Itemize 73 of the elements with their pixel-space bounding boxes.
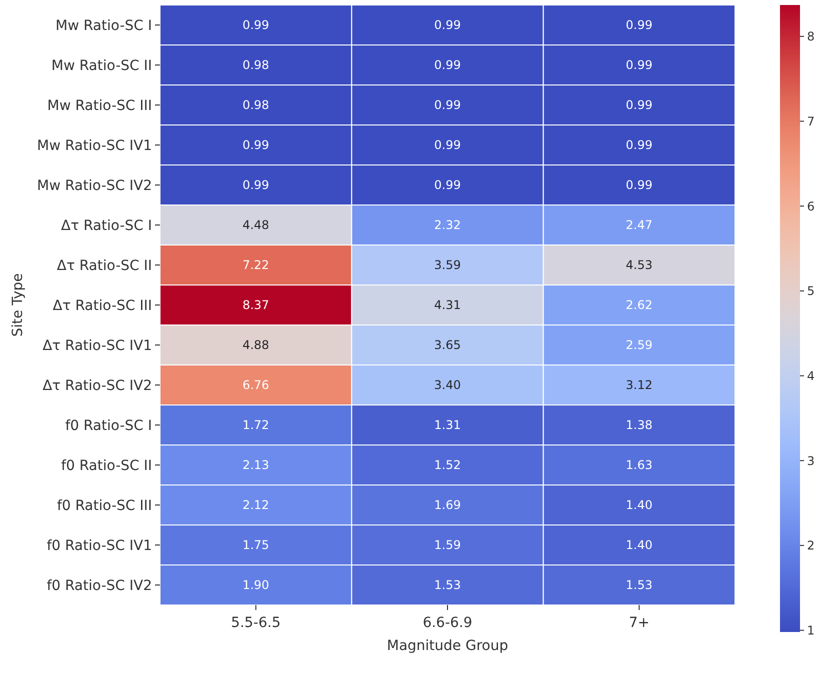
data-label: 1.53 [626, 578, 653, 592]
y-tick-label: f0 Ratio-SC IV2 [46, 578, 152, 594]
data-label: 0.98 [242, 58, 270, 72]
data-label: 0.99 [434, 178, 461, 192]
data-label: 0.99 [434, 58, 461, 72]
x-tick-label: 7+ [628, 615, 650, 631]
y-tick-label: Mw Ratio-SC II [51, 58, 152, 74]
y-tick-label: f0 Ratio-SC I [65, 418, 152, 434]
data-label: 2.47 [626, 218, 653, 232]
data-label: 3.65 [434, 338, 461, 352]
y-axis-title: Site Type [10, 273, 26, 337]
data-label: 4.88 [242, 338, 270, 352]
data-label: 1.69 [434, 498, 461, 512]
x-axis-title: Magnitude Group [386, 638, 508, 654]
color-bar-label: 1 [807, 624, 815, 638]
data-label: 1.75 [242, 538, 270, 552]
data-label: 1.90 [242, 578, 270, 592]
color-bar-label: 5 [807, 284, 815, 298]
y-tick-label: Mw Ratio-SC IV2 [37, 178, 152, 194]
data-label: 0.99 [242, 18, 270, 32]
data-label: 1.52 [434, 458, 461, 472]
y-tick-label: Mw Ratio-SC I [56, 18, 152, 34]
data-label: 0.99 [434, 138, 461, 152]
data-label: 3.40 [434, 378, 461, 392]
y-tick-label: f0 Ratio-SC II [61, 458, 152, 474]
y-tick-label: Δτ Ratio-SC II [56, 258, 152, 274]
data-label: 0.99 [434, 18, 461, 32]
data-label: 0.99 [626, 178, 653, 192]
data-label: 7.22 [242, 258, 270, 272]
data-label: 2.62 [626, 298, 653, 312]
y-tick-label: Δτ Ratio-SC IV2 [42, 378, 152, 394]
data-label: 0.99 [626, 18, 653, 32]
y-tick-label: Mw Ratio-SC III [47, 98, 152, 114]
x-tick-label: 5.5-6.5 [231, 615, 281, 631]
data-label: 0.99 [626, 98, 653, 112]
data-label: 1.59 [434, 538, 461, 552]
color-bar-label: 7 [807, 114, 815, 128]
color-bar-label: 3 [807, 454, 815, 468]
data-label: 1.31 [434, 418, 461, 432]
data-label: 0.99 [626, 58, 653, 72]
y-tick-label: Δτ Ratio-SC III [52, 298, 152, 314]
data-label: 3.59 [434, 258, 461, 272]
y-tick-label: Mw Ratio-SC IV1 [37, 138, 152, 154]
color-bar-label: 8 [807, 30, 815, 44]
data-label: 4.48 [242, 218, 270, 232]
data-label: 4.53 [626, 258, 653, 272]
color-bar-label: 2 [807, 538, 815, 553]
data-label: 1.38 [626, 418, 653, 432]
data-label: 0.99 [626, 138, 653, 152]
y-tick-label: Δτ Ratio-SC I [61, 218, 152, 234]
data-label: 0.99 [434, 98, 461, 112]
data-label: 1.40 [626, 498, 653, 512]
data-label: 0.98 [242, 98, 270, 112]
data-label: 0.99 [242, 178, 270, 192]
color-bar-label: 6 [807, 199, 815, 214]
data-label: 6.76 [242, 378, 270, 392]
data-label: 1.72 [242, 418, 270, 432]
data-label: 2.59 [626, 338, 653, 352]
data-label: 1.63 [626, 458, 653, 472]
data-label: 3.12 [626, 378, 653, 392]
data-label: 0.99 [242, 138, 270, 152]
x-tick-label: 6.6-6.9 [422, 615, 472, 631]
data-label: 4.31 [434, 298, 461, 312]
data-label: 2.13 [242, 458, 270, 472]
data-label: 8.37 [242, 298, 270, 312]
data-label: 1.40 [626, 538, 653, 552]
data-label: 2.32 [434, 218, 461, 232]
y-tick-label: Δτ Ratio-SC IV1 [42, 338, 152, 354]
data-label: 1.53 [434, 578, 461, 592]
y-tick-label: f0 Ratio-SC III [56, 498, 152, 514]
y-tick-label: f0 Ratio-SC IV1 [46, 538, 152, 554]
color-bar-label: 4 [807, 368, 815, 383]
data-label: 2.12 [242, 498, 270, 512]
